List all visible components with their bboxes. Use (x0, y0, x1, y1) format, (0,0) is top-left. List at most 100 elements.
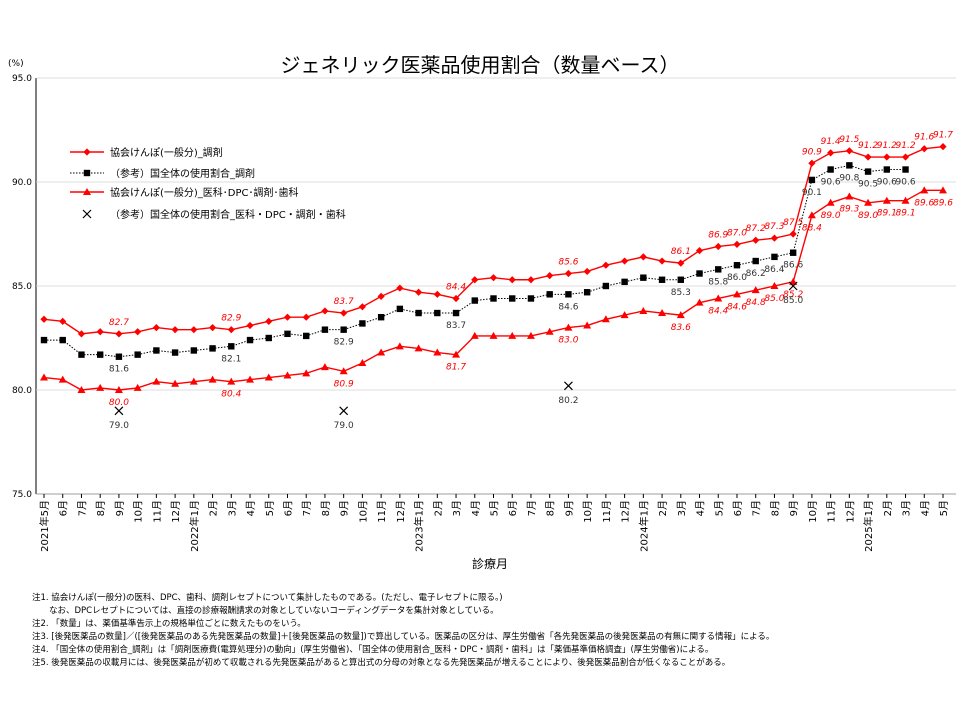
data-label: 90.1 (802, 188, 822, 198)
data-label: 89.6 (933, 198, 953, 208)
marker (452, 350, 461, 358)
marker (396, 305, 404, 313)
x-tick-label: 7月 (751, 500, 763, 516)
data-label: 91.7 (933, 131, 953, 141)
marker (77, 330, 86, 338)
data-label: 89.1 (896, 209, 916, 219)
data-label: 89.3 (839, 205, 859, 215)
marker (509, 295, 516, 302)
data-label: 83.7 (446, 321, 466, 331)
x-tick-label: 4月 (695, 500, 707, 516)
marker (696, 270, 703, 277)
marker (320, 363, 329, 371)
marker (920, 186, 929, 194)
marker (471, 276, 479, 284)
x-tick-label: 5月 (264, 500, 276, 516)
series: 81.6 82.1 82.9 83.7 84.6 85.3 85.886.086.286.4… (40, 162, 916, 375)
marker (82, 209, 92, 219)
marker (902, 166, 909, 173)
data-label: 91.2 (896, 141, 916, 151)
data-label: 88.4 (802, 223, 822, 233)
marker (359, 320, 366, 327)
marker (321, 326, 329, 333)
marker (358, 358, 367, 366)
x-tick-label: 8月 (545, 500, 557, 516)
marker (265, 334, 272, 342)
x-tick-label: 8月 (320, 500, 332, 516)
marker (415, 309, 422, 317)
x-tick-label: 6月 (282, 500, 294, 516)
marker (620, 311, 629, 319)
y-tick-label: 90.0 (12, 178, 32, 188)
marker (715, 266, 722, 273)
x-tick-label: 11月 (601, 500, 613, 523)
x-tick-label: 10月 (133, 500, 145, 523)
marker (284, 330, 291, 338)
marker (845, 147, 853, 155)
x-tick-label: 5月 (938, 500, 950, 516)
data-label: 85.2 (783, 290, 803, 300)
marker (59, 317, 67, 325)
marker (676, 311, 685, 319)
data-label: 81.7 (446, 363, 466, 373)
data-label: 79.0 (334, 421, 354, 431)
x-tick-label: 10月 (357, 500, 369, 523)
note: 注4. 「国全体の使用割合_調剤」は「調剤医療費(電算処理分)の動向」(厚生労働… (32, 645, 714, 655)
marker (115, 330, 123, 338)
marker (527, 276, 535, 284)
marker (808, 159, 816, 167)
marker (227, 377, 236, 385)
marker (489, 331, 498, 339)
x-tick-label: 2月 (882, 500, 894, 516)
data-label: 89.1 (877, 209, 897, 219)
marker (302, 313, 310, 321)
data-label: 80.9 (334, 379, 354, 389)
marker (246, 321, 254, 330)
data-label: 86.6 (783, 261, 803, 271)
marker (621, 257, 629, 265)
x-tick-label: 2023年1月 (413, 500, 426, 552)
marker (639, 253, 647, 261)
data-label: 91.6 (914, 133, 934, 143)
marker (40, 373, 48, 381)
marker (807, 211, 816, 219)
marker (733, 262, 741, 269)
data-label: 82.1 (221, 354, 241, 364)
marker (134, 351, 141, 358)
marker (640, 274, 647, 281)
x-tick-label: 2022年1月 (188, 500, 201, 552)
data-label: 90.6 (896, 178, 916, 188)
marker (601, 315, 610, 323)
marker (358, 303, 366, 311)
x-tick-label: 12月 (620, 500, 632, 523)
data-label: 80.0 (109, 398, 129, 408)
marker (846, 162, 853, 169)
marker (59, 336, 66, 344)
marker (340, 309, 348, 317)
x-tick-label: 3月 (676, 500, 688, 516)
marker (788, 281, 798, 291)
data-label: 79.0 (109, 421, 129, 431)
data-label: 90.9 (802, 147, 822, 157)
x-tick-label: 4月 (245, 500, 257, 516)
x-axis-title: 診療月 (472, 556, 508, 571)
marker (339, 406, 349, 416)
data-label: 84.4 (708, 306, 728, 316)
data-label: 84.6 (558, 302, 578, 312)
marker (864, 198, 873, 206)
x-tick-label: 4月 (919, 500, 931, 516)
marker (171, 379, 180, 387)
x-tick-label: 3月 (226, 500, 238, 516)
note: 注3. [後発医薬品の数量]／([後発医薬品のある先発医薬品の数量]＋[後発医薬… (32, 632, 775, 642)
series: 79.0 79.0 80.2 85.0 (109, 281, 803, 431)
y-tick-label: 95.0 (12, 74, 32, 84)
marker (526, 331, 535, 339)
x-tick-label: 3月 (451, 500, 463, 516)
marker (395, 342, 404, 350)
x-tick-label: 2021年5月 (38, 500, 51, 552)
marker (564, 323, 573, 331)
x-tick-label: 8月 (769, 500, 781, 516)
x-tick-label: 5月 (489, 500, 501, 516)
marker (901, 196, 910, 204)
data-label: 85.0 (764, 294, 784, 304)
